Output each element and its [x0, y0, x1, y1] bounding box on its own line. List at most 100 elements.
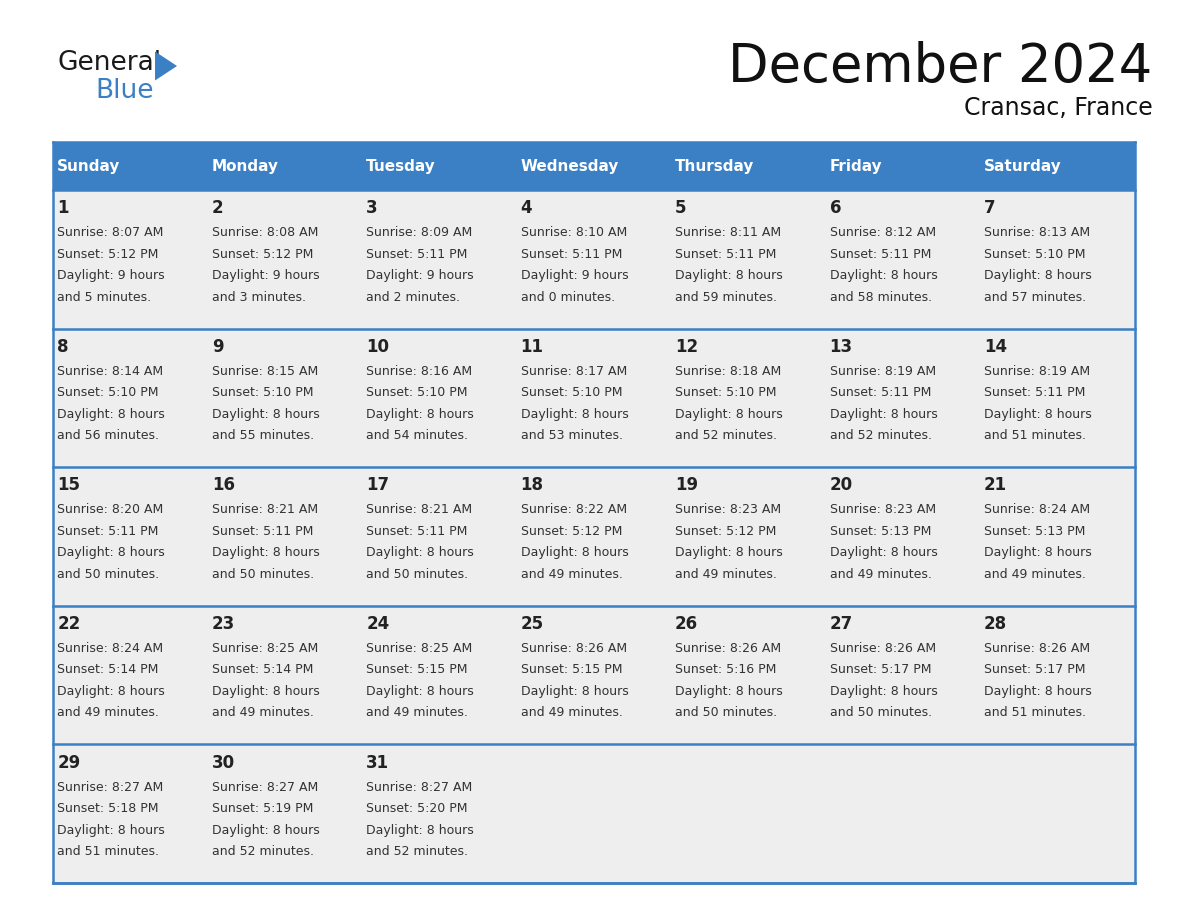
Text: Sunrise: 8:07 AM: Sunrise: 8:07 AM: [57, 226, 164, 239]
Text: 30: 30: [211, 754, 235, 771]
Text: Sunset: 5:15 PM: Sunset: 5:15 PM: [520, 664, 623, 677]
Text: Sunset: 5:17 PM: Sunset: 5:17 PM: [984, 664, 1086, 677]
Bar: [980, 467, 1135, 606]
Text: Sunrise: 8:17 AM: Sunrise: 8:17 AM: [520, 364, 627, 377]
Text: Sunrise: 8:19 AM: Sunrise: 8:19 AM: [829, 364, 936, 377]
Text: 29: 29: [57, 754, 81, 771]
Text: Sunrise: 8:22 AM: Sunrise: 8:22 AM: [520, 503, 627, 516]
Text: Daylight: 9 hours: Daylight: 9 hours: [211, 269, 320, 282]
Text: Sunday: Sunday: [57, 159, 121, 174]
Bar: [671, 744, 826, 883]
Text: and 52 minutes.: and 52 minutes.: [829, 429, 931, 442]
Text: Sunrise: 8:15 AM: Sunrise: 8:15 AM: [211, 364, 318, 377]
Text: Daylight: 8 hours: Daylight: 8 hours: [520, 408, 628, 420]
Text: Sunrise: 8:21 AM: Sunrise: 8:21 AM: [211, 503, 318, 516]
Text: Sunrise: 8:16 AM: Sunrise: 8:16 AM: [366, 364, 473, 377]
Bar: [671, 329, 826, 467]
Text: Thursday: Thursday: [675, 159, 754, 174]
Text: 19: 19: [675, 476, 699, 494]
Text: 21: 21: [984, 476, 1007, 494]
Text: Daylight: 8 hours: Daylight: 8 hours: [57, 685, 165, 698]
Text: Sunrise: 8:25 AM: Sunrise: 8:25 AM: [366, 642, 473, 655]
Text: 16: 16: [211, 476, 235, 494]
Text: and 56 minutes.: and 56 minutes.: [57, 429, 159, 442]
Text: Sunrise: 8:26 AM: Sunrise: 8:26 AM: [520, 642, 627, 655]
Text: Saturday: Saturday: [984, 159, 1062, 174]
Text: and 5 minutes.: and 5 minutes.: [57, 290, 151, 304]
Text: Daylight: 8 hours: Daylight: 8 hours: [675, 546, 783, 559]
Text: Daylight: 8 hours: Daylight: 8 hours: [829, 685, 937, 698]
Bar: [517, 606, 671, 744]
Text: and 49 minutes.: and 49 minutes.: [520, 706, 623, 720]
Bar: [980, 744, 1135, 883]
Text: Sunset: 5:18 PM: Sunset: 5:18 PM: [57, 802, 159, 815]
Text: and 49 minutes.: and 49 minutes.: [829, 567, 931, 581]
Text: Sunset: 5:11 PM: Sunset: 5:11 PM: [829, 248, 931, 261]
Text: and 57 minutes.: and 57 minutes.: [984, 290, 1086, 304]
Text: and 50 minutes.: and 50 minutes.: [211, 567, 314, 581]
Text: 25: 25: [520, 615, 544, 633]
Text: and 49 minutes.: and 49 minutes.: [984, 567, 1086, 581]
Text: 5: 5: [675, 199, 687, 217]
Text: 10: 10: [366, 338, 390, 355]
Text: and 50 minutes.: and 50 minutes.: [366, 567, 468, 581]
Text: Sunset: 5:11 PM: Sunset: 5:11 PM: [366, 248, 468, 261]
Text: and 50 minutes.: and 50 minutes.: [57, 567, 159, 581]
Text: Daylight: 8 hours: Daylight: 8 hours: [366, 685, 474, 698]
Text: December 2024: December 2024: [728, 41, 1152, 94]
Bar: [826, 467, 980, 606]
Text: 17: 17: [366, 476, 390, 494]
Bar: [362, 606, 517, 744]
Text: Monday: Monday: [211, 159, 279, 174]
Text: Sunset: 5:14 PM: Sunset: 5:14 PM: [57, 664, 159, 677]
Text: Sunrise: 8:24 AM: Sunrise: 8:24 AM: [57, 642, 164, 655]
Bar: [517, 744, 671, 883]
Bar: [53, 142, 1135, 190]
Text: Daylight: 8 hours: Daylight: 8 hours: [57, 408, 165, 420]
Text: 13: 13: [829, 338, 853, 355]
Text: Sunset: 5:11 PM: Sunset: 5:11 PM: [211, 525, 314, 538]
Text: Wednesday: Wednesday: [520, 159, 619, 174]
Text: Sunset: 5:11 PM: Sunset: 5:11 PM: [57, 525, 159, 538]
Text: Sunset: 5:10 PM: Sunset: 5:10 PM: [675, 386, 777, 399]
Bar: [53, 329, 208, 467]
Text: Sunrise: 8:09 AM: Sunrise: 8:09 AM: [366, 226, 473, 239]
Text: Daylight: 8 hours: Daylight: 8 hours: [366, 408, 474, 420]
Text: and 54 minutes.: and 54 minutes.: [366, 429, 468, 442]
Bar: [208, 190, 362, 329]
Text: Sunrise: 8:12 AM: Sunrise: 8:12 AM: [829, 226, 936, 239]
Text: Sunset: 5:10 PM: Sunset: 5:10 PM: [57, 386, 159, 399]
Text: Daylight: 8 hours: Daylight: 8 hours: [520, 685, 628, 698]
Bar: [362, 329, 517, 467]
Bar: [362, 467, 517, 606]
Text: Sunrise: 8:27 AM: Sunrise: 8:27 AM: [366, 780, 473, 793]
Text: Sunrise: 8:13 AM: Sunrise: 8:13 AM: [984, 226, 1091, 239]
Text: Sunset: 5:11 PM: Sunset: 5:11 PM: [675, 248, 777, 261]
Bar: [980, 606, 1135, 744]
Text: Tuesday: Tuesday: [366, 159, 436, 174]
Text: and 51 minutes.: and 51 minutes.: [984, 429, 1086, 442]
Text: and 52 minutes.: and 52 minutes.: [366, 845, 468, 858]
Bar: [362, 190, 517, 329]
Text: Daylight: 8 hours: Daylight: 8 hours: [829, 269, 937, 282]
Text: and 3 minutes.: and 3 minutes.: [211, 290, 305, 304]
Text: and 49 minutes.: and 49 minutes.: [366, 706, 468, 720]
Text: Daylight: 9 hours: Daylight: 9 hours: [366, 269, 474, 282]
Bar: [208, 606, 362, 744]
Text: Daylight: 8 hours: Daylight: 8 hours: [211, 823, 320, 836]
Bar: [826, 329, 980, 467]
Text: Sunset: 5:20 PM: Sunset: 5:20 PM: [366, 802, 468, 815]
Text: and 51 minutes.: and 51 minutes.: [57, 845, 159, 858]
Text: Daylight: 8 hours: Daylight: 8 hours: [984, 546, 1092, 559]
Text: Sunrise: 8:26 AM: Sunrise: 8:26 AM: [829, 642, 936, 655]
Text: 18: 18: [520, 476, 544, 494]
Bar: [208, 329, 362, 467]
Text: 23: 23: [211, 615, 235, 633]
Bar: [826, 606, 980, 744]
Text: 20: 20: [829, 476, 853, 494]
Text: Daylight: 8 hours: Daylight: 8 hours: [211, 685, 320, 698]
Text: Sunrise: 8:08 AM: Sunrise: 8:08 AM: [211, 226, 318, 239]
Text: 27: 27: [829, 615, 853, 633]
Bar: [53, 744, 208, 883]
Text: 9: 9: [211, 338, 223, 355]
